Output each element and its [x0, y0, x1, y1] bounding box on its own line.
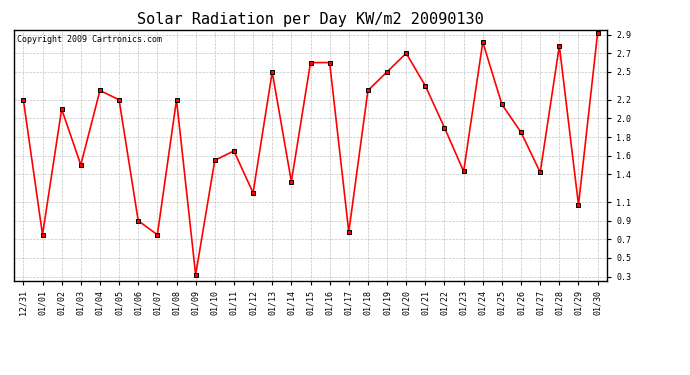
Text: Copyright 2009 Cartronics.com: Copyright 2009 Cartronics.com	[17, 35, 161, 44]
Title: Solar Radiation per Day KW/m2 20090130: Solar Radiation per Day KW/m2 20090130	[137, 12, 484, 27]
